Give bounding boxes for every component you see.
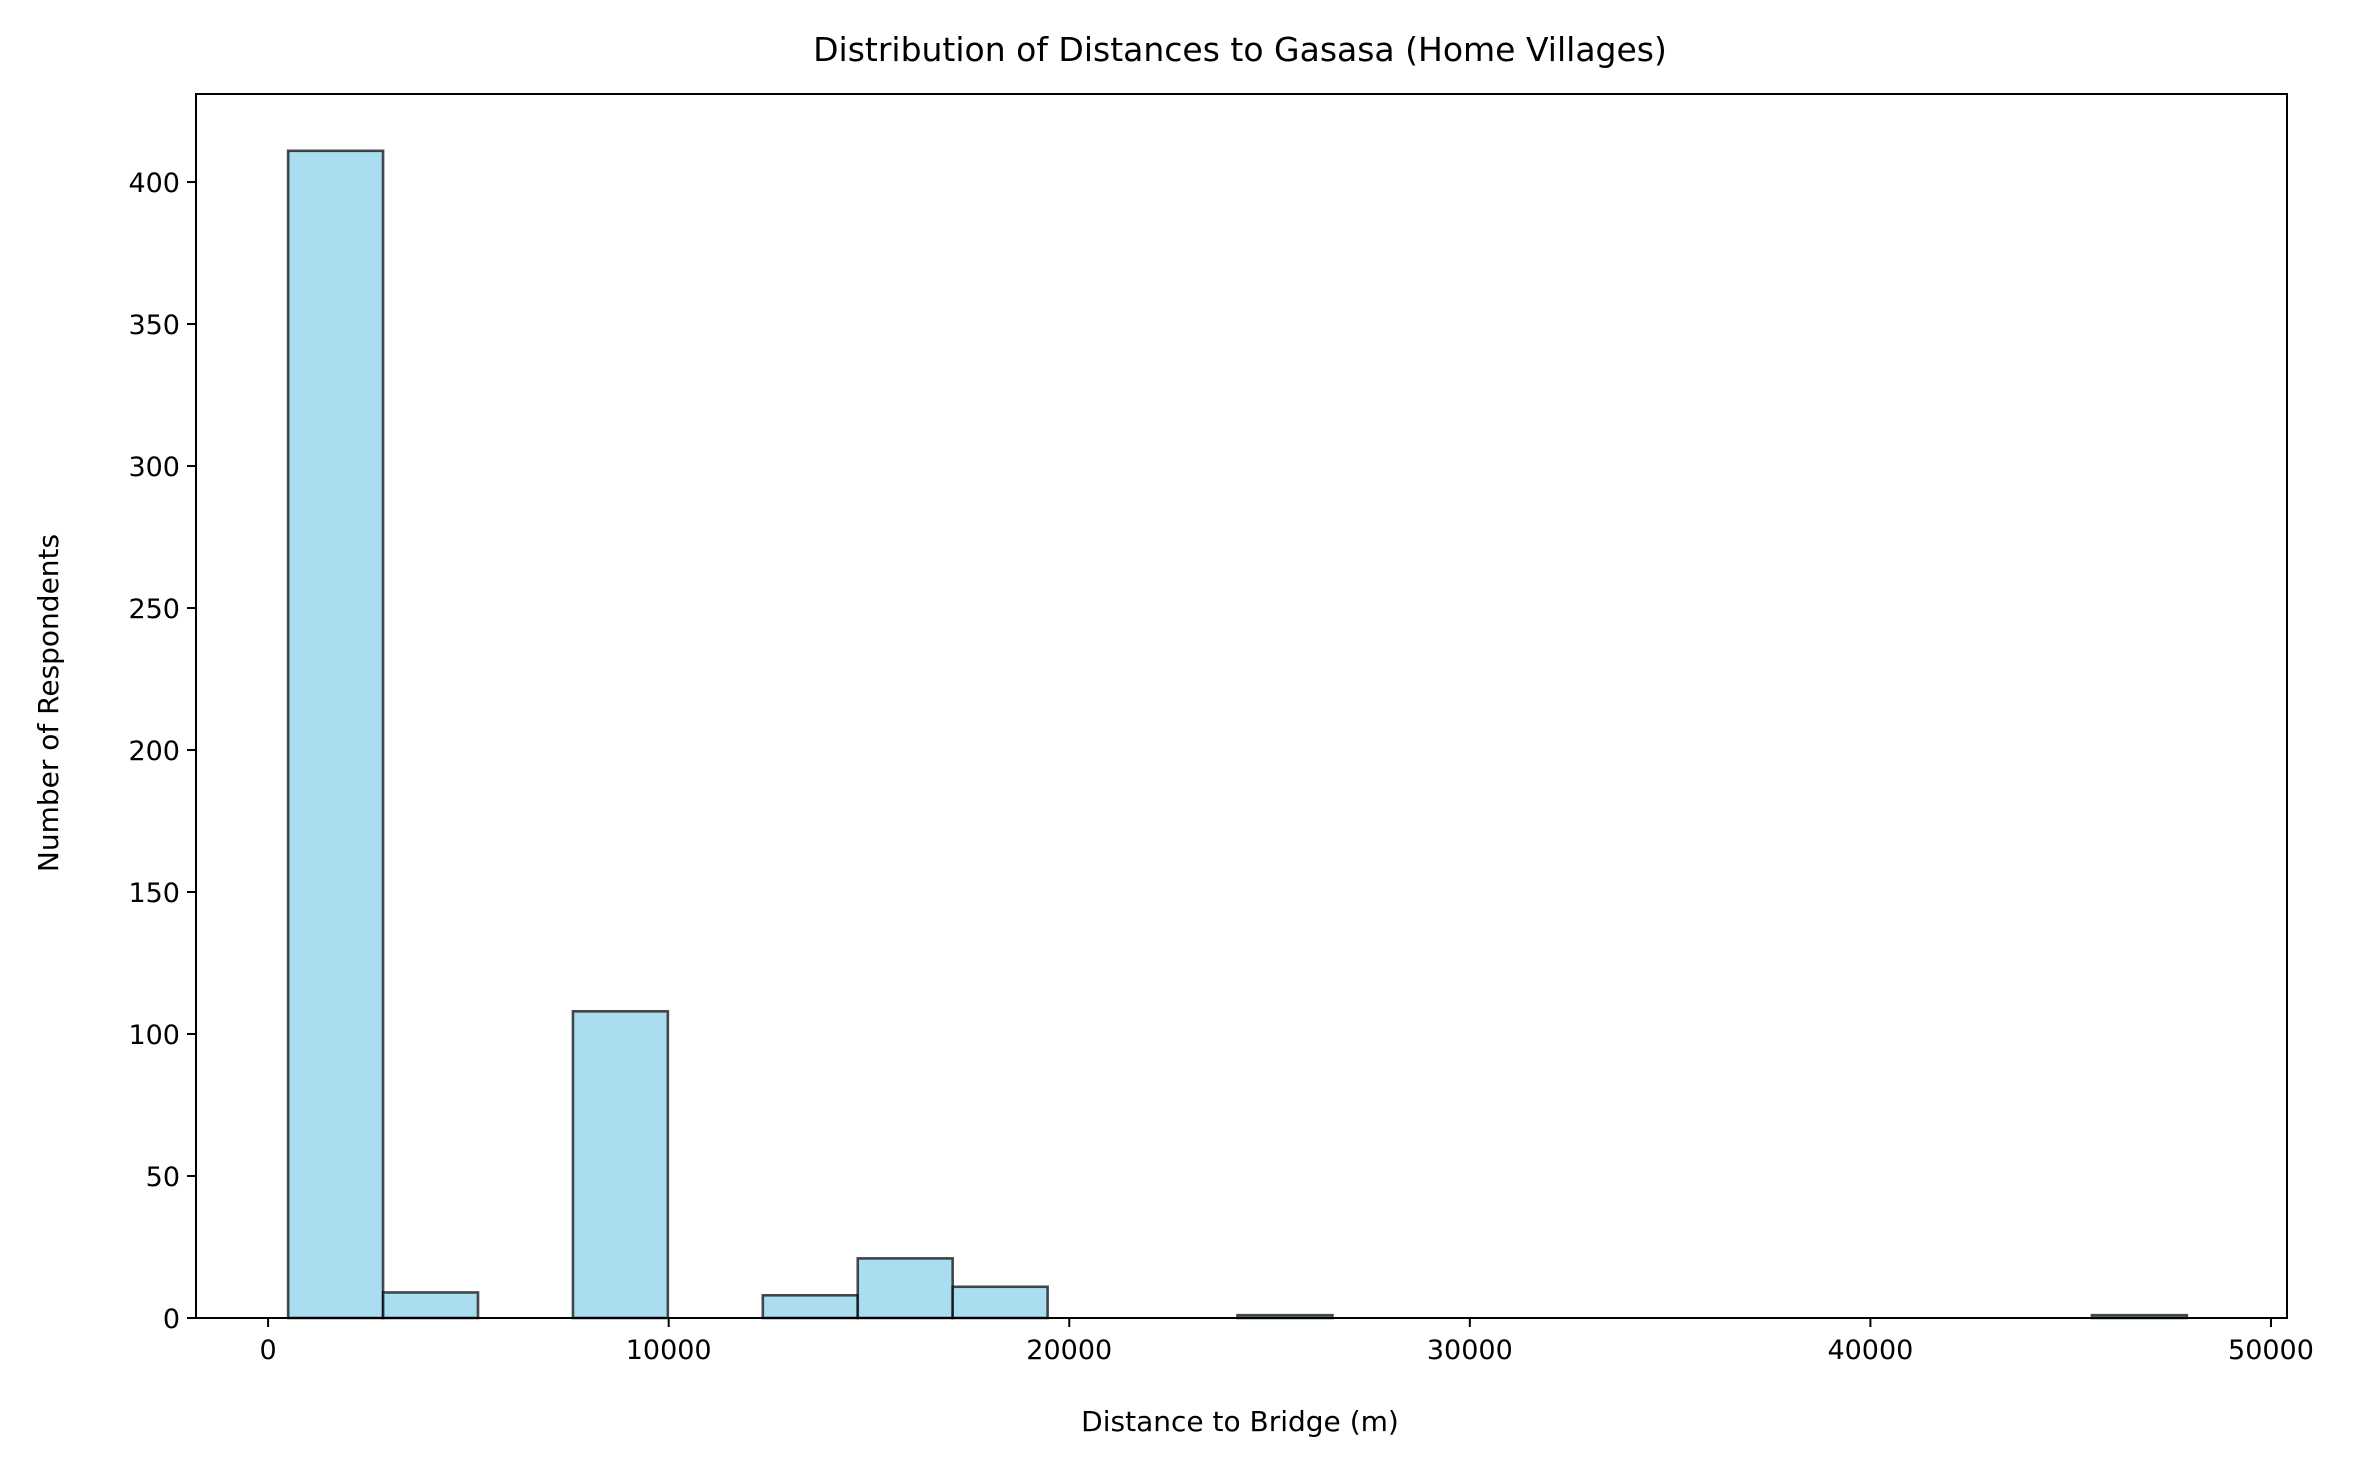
y-tick-label: 50 bbox=[146, 1162, 180, 1193]
y-tick-label: 100 bbox=[128, 1020, 180, 1051]
x-tick-label: 0 bbox=[260, 1335, 277, 1366]
y-tick-label: 250 bbox=[128, 594, 180, 625]
histogram-bar-0 bbox=[286, 149, 385, 1320]
x-axis-ticks: 0 10000 20000 30000 40000 50000 bbox=[260, 1318, 2314, 1366]
plot-area-frame bbox=[195, 93, 2288, 1319]
y-tick-label: 350 bbox=[128, 310, 180, 341]
chart-title: Distribution of Distances to Gasasa (Hom… bbox=[813, 30, 1667, 69]
histogram-bars bbox=[286, 149, 2189, 1320]
x-tick-label: 50000 bbox=[2228, 1335, 2314, 1366]
x-tick-label: 30000 bbox=[1427, 1335, 1513, 1366]
y-tick-label: 200 bbox=[128, 736, 180, 767]
histogram-bar-5 bbox=[761, 1293, 860, 1320]
x-tick-label: 40000 bbox=[1827, 1335, 1913, 1366]
histogram-bar-1 bbox=[381, 1291, 480, 1320]
x-axis-label: Distance to Bridge (m) bbox=[1081, 1405, 1399, 1438]
y-tick-label: 400 bbox=[128, 168, 180, 199]
y-tick-label: 150 bbox=[128, 878, 180, 909]
histogram-bar-6 bbox=[856, 1257, 954, 1320]
y-axis-label: Number of Respondents bbox=[32, 534, 65, 872]
histogram-bar-7 bbox=[951, 1285, 1049, 1320]
histogram-bar-3 bbox=[571, 1009, 670, 1320]
x-tick-label: 10000 bbox=[626, 1335, 712, 1366]
y-tick-label: 0 bbox=[163, 1304, 180, 1335]
x-tick-label: 20000 bbox=[1026, 1335, 1112, 1366]
y-axis-ticks: 0 50 100 150 200 250 300 350 400 bbox=[128, 168, 196, 1335]
y-tick-label: 300 bbox=[128, 452, 180, 483]
